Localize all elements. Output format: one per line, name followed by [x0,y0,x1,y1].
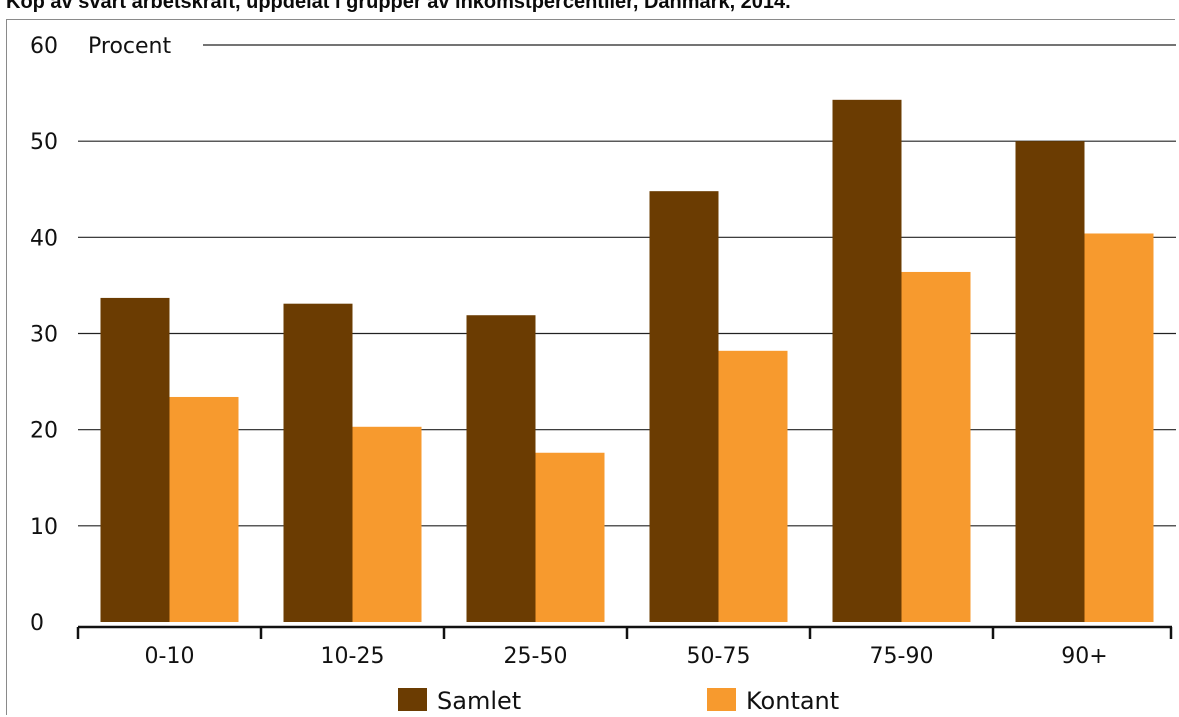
y-tick-label: 40 [30,226,58,251]
x-tick-label: 0-10 [145,644,195,669]
bar-kontant [901,271,971,622]
legend: Samlet Kontant [398,687,839,715]
bar-kontant [535,452,605,622]
x-tick-label: 75-90 [870,644,934,669]
x-tick-label: 50-75 [687,644,751,669]
y-tick-label: 50 [30,130,58,155]
bar-samlet [100,297,170,622]
legend-swatch-kontant [707,688,736,711]
y-tick-label: 10 [30,515,58,540]
y-tick-label: 20 [30,419,58,444]
y-axis-ticks: 0 10 20 30 40 50 60 Procent [30,34,171,636]
x-tick-label: 90+ [1061,644,1107,669]
bar-samlet [832,99,902,622]
bar-samlet [649,191,719,622]
y-tick-label: 60 [30,34,58,59]
bar-kontant [169,396,239,622]
chart-title: Köp av svart arbetskraft, uppdelat i gru… [6,0,791,13]
bar-samlet [283,303,353,622]
legend-label-samlet: Samlet [437,687,521,715]
y-tick-label: 0 [30,611,44,636]
bar-samlet [466,315,536,622]
bar-samlet [1015,141,1085,622]
legend-swatch-samlet [398,688,427,711]
bar-kontant [352,426,422,622]
x-axis [76,625,1173,639]
x-tick-label: 10-25 [321,644,385,669]
x-tick-label: 25-50 [504,644,568,669]
y-tick-label: 30 [30,323,58,348]
y-axis-label: Procent [88,34,171,59]
bar-kontant [718,350,788,622]
chart-frame [6,19,1175,715]
gridlines [78,44,1176,527]
x-axis-ticks: 0-10 10-25 25-50 50-75 75-90 90+ [145,644,1108,669]
legend-label-kontant: Kontant [746,687,839,715]
bar-kontant [1084,233,1154,622]
bars [100,99,1154,622]
